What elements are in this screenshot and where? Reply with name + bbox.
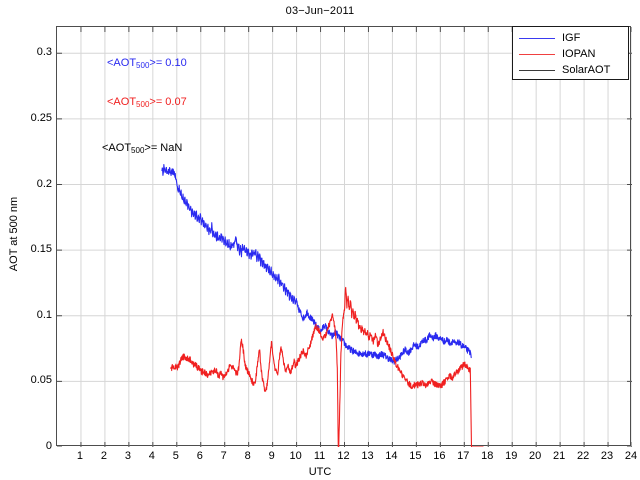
x-tick-label: 4: [148, 450, 155, 462]
x-tick-label: 22: [576, 450, 590, 462]
x-tick-label: 17: [457, 450, 470, 462]
legend-swatch-icon: [519, 37, 555, 39]
legend-item-solaraot[interactable]: SolarAOT: [513, 62, 630, 78]
legend-swatch-icon: [519, 69, 555, 71]
y-tick-label: 0.25: [30, 111, 52, 124]
y-axis-label: AOT at 500 nm: [8, 196, 20, 272]
series-iopan: [170, 286, 484, 447]
plot-area: [56, 26, 632, 447]
legend-swatch-icon: [519, 53, 555, 55]
series-igf: [161, 164, 472, 365]
x-tick-label: 16: [433, 450, 446, 462]
legend: IGF IOPAN SolarAOT: [512, 26, 629, 80]
x-axis-label: UTC: [308, 466, 332, 478]
x-tick-label: 9: [268, 450, 275, 462]
legend-label: IGF: [562, 31, 581, 44]
y-tick-label: 0.1: [36, 308, 52, 321]
y-tick-label: 0: [45, 440, 52, 452]
x-tick-label: 15: [409, 450, 422, 462]
x-tick-label: 7: [220, 450, 227, 462]
x-tick-label: 1: [76, 450, 84, 462]
legend-item-iopan[interactable]: IOPAN: [513, 46, 630, 62]
x-tick-label: 12: [337, 450, 350, 462]
x-tick-label: 14: [385, 450, 398, 462]
x-tick-label: 10: [289, 450, 302, 462]
mean-aot-annotation-0: <AOT500>= 0.10: [107, 57, 187, 70]
x-tick-label: 13: [361, 450, 374, 462]
x-tick-label: 24: [624, 450, 638, 462]
x-tick-label: 23: [600, 450, 614, 462]
y-tick-label: 0.15: [30, 243, 52, 256]
x-tick-label: 6: [196, 450, 203, 462]
x-tick-label: 19: [505, 450, 518, 462]
x-tick-label: 20: [529, 450, 542, 462]
y-tick-label: 0.2: [36, 177, 52, 190]
data-layer: [161, 164, 484, 447]
x-tick-label: 8: [244, 450, 251, 462]
y-tick-label: 0.05: [30, 374, 52, 387]
x-tick-label: 5: [172, 450, 179, 462]
legend-label: SolarAOT: [562, 63, 611, 76]
legend-item-igf[interactable]: IGF: [513, 30, 630, 46]
x-tick-label: 18: [481, 450, 494, 462]
x-tick-label: 21: [553, 450, 566, 462]
x-tick-label: 2: [100, 450, 107, 462]
mean-aot-annotation-1: <AOT500>= 0.07: [107, 96, 187, 109]
legend-label: IOPAN: [562, 47, 596, 60]
y-tick-label: 0.3: [36, 46, 52, 59]
mean-aot-annotation-2: <AOT500>= NaN: [102, 142, 183, 155]
chart-title: 03−Jun−2011: [285, 5, 355, 17]
x-tick-label: 3: [124, 450, 131, 462]
x-tick-label: 11: [313, 450, 326, 462]
